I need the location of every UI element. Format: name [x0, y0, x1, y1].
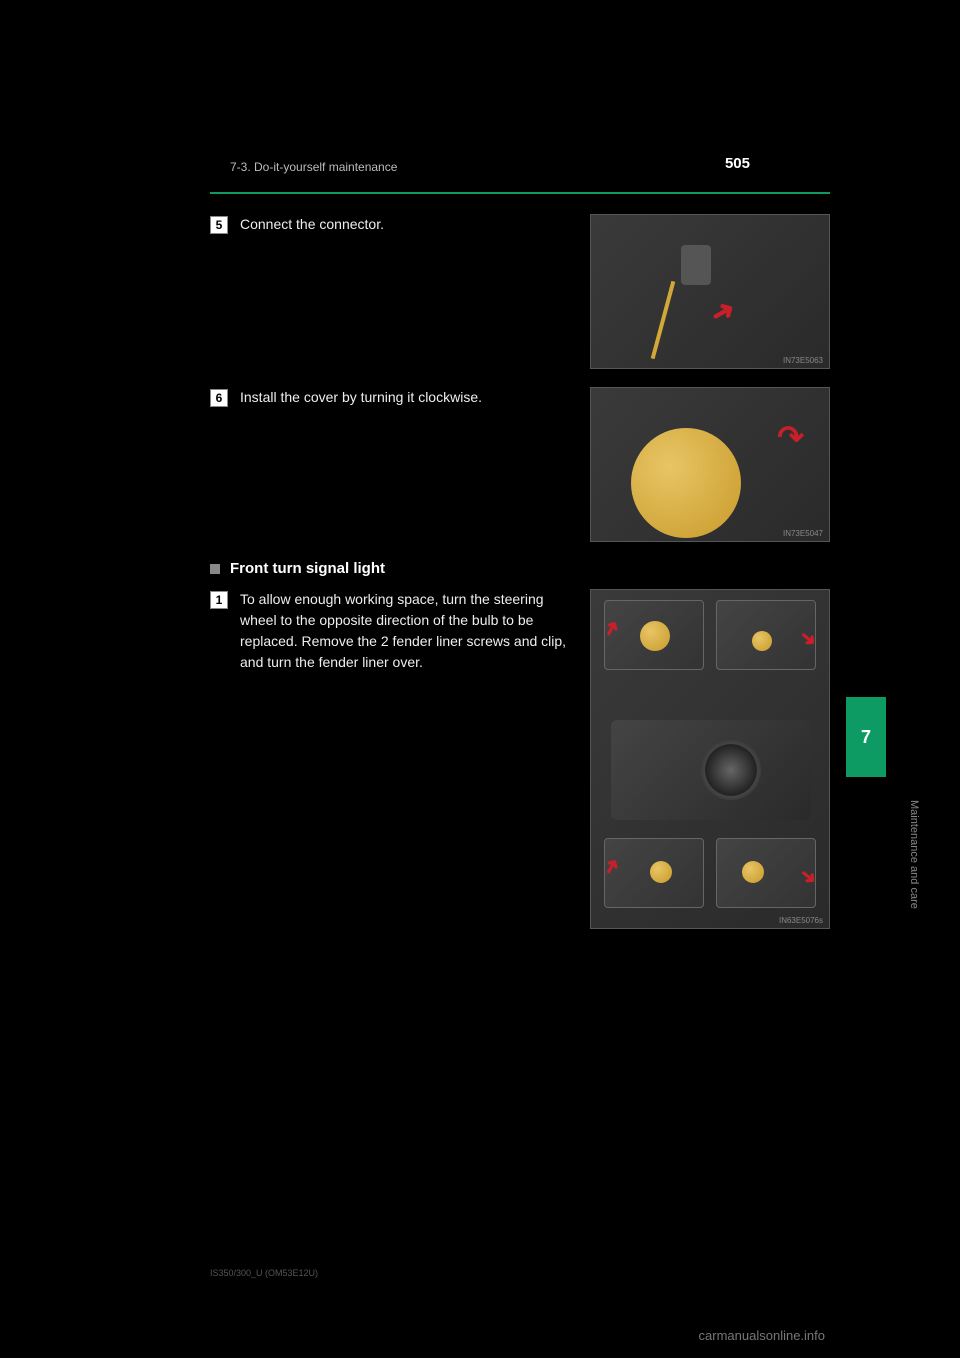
panel-detail: ➜ — [604, 838, 704, 908]
arrow-icon: ➜ — [704, 291, 741, 331]
step-row-6: 6 Install the cover by turning it clockw… — [210, 387, 830, 542]
section-breadcrumb: 7-3. Do-it-yourself maintenance — [230, 160, 397, 174]
step-text: Connect the connector. — [240, 214, 572, 235]
watermark: carmanualsonline.info — [699, 1328, 825, 1343]
subsection-title: Front turn signal light — [230, 560, 385, 577]
step-number: 5 — [210, 216, 228, 234]
connector-illustration: ➜ IN73E5063 — [590, 214, 830, 369]
image-code: IN63E5076s — [779, 916, 823, 925]
step-number: 1 — [210, 591, 228, 609]
arrow-icon: ➜ — [596, 853, 626, 880]
wheel-shape — [701, 740, 761, 800]
image-code: IN73E5047 — [783, 529, 823, 538]
cover-illustration: ↷ IN73E5047 — [590, 387, 830, 542]
step-content: Connect the connector. ➜ IN73E5063 — [240, 214, 830, 369]
square-bullet-icon — [210, 564, 220, 574]
arrow-icon: ➜ — [794, 624, 823, 654]
image-code: IN73E5063 — [783, 356, 823, 365]
document-code: IS350/300_U (OM53E12U) — [210, 1268, 318, 1278]
step-row-sub1: 1 To allow enough working space, turn th… — [210, 589, 830, 929]
clip-circle — [640, 621, 670, 651]
chapter-number: 7 — [861, 727, 871, 748]
cover-circle — [631, 428, 741, 538]
step-content: To allow enough working space, turn the … — [240, 589, 830, 929]
chapter-label: Maintenance and care — [908, 800, 920, 909]
fender-illustration: ➜ ➜ ➜ — [590, 589, 830, 929]
panel-detail: ➜ — [716, 600, 816, 670]
panel-detail: ➜ — [604, 600, 704, 670]
chapter-tab: 7 — [846, 697, 886, 777]
step-row-5: 5 Connect the connector. ➜ IN73E5063 — [210, 214, 830, 369]
subsection-header: Front turn signal light — [210, 560, 830, 577]
step-image: ➜ IN73E5063 — [590, 214, 830, 369]
step-text: Install the cover by turning it clockwis… — [240, 387, 572, 408]
step-image: ↷ IN73E5047 — [590, 387, 830, 542]
connector-shape — [681, 245, 711, 285]
step-text: To allow enough working space, turn the … — [240, 589, 572, 673]
arrow-icon: ➜ — [596, 615, 626, 642]
wire-shape — [651, 281, 676, 359]
page-wrapper: 505 7-3. Do-it-yourself maintenance 5 Co… — [0, 0, 960, 1358]
step-content: Install the cover by turning it clockwis… — [240, 387, 830, 542]
header-divider — [210, 192, 830, 194]
arrow-icon: ↷ — [777, 418, 804, 456]
arrow-icon: ➜ — [794, 862, 823, 892]
screw-circle — [742, 861, 764, 883]
screw-circle — [650, 861, 672, 883]
step-number: 6 — [210, 389, 228, 407]
panel-detail: ➜ — [716, 838, 816, 908]
step-image: ➜ ➜ ➜ — [590, 589, 830, 929]
page-number: 505 — [725, 155, 750, 172]
clip-circle — [752, 631, 772, 651]
